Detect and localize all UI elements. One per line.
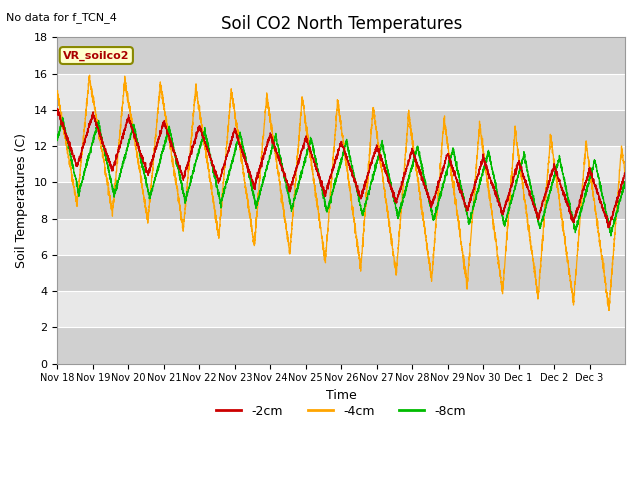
Bar [58, 255, 625, 291]
Legend: -2cm, -4cm, -8cm: -2cm, -4cm, -8cm [211, 400, 471, 423]
Line: -4cm: -4cm [58, 75, 640, 318]
-2cm [284, 183, 292, 189]
-8cm [54, 138, 61, 144]
-8cm [550, 179, 557, 185]
-8cm [163, 132, 171, 137]
-8cm [415, 151, 423, 156]
Bar [58, 219, 625, 255]
-2cm [415, 170, 423, 176]
Y-axis label: Soil Temperatures (C): Soil Temperatures (C) [15, 133, 28, 268]
Line: -8cm: -8cm [58, 117, 640, 237]
Bar [58, 37, 625, 73]
-2cm [163, 128, 171, 133]
-4cm [284, 236, 292, 242]
-8cm [284, 189, 292, 194]
-2cm [54, 108, 61, 114]
Line: -2cm: -2cm [58, 109, 640, 230]
Title: Soil CO2 North Temperatures: Soil CO2 North Temperatures [221, 15, 462, 33]
-4cm [446, 151, 454, 156]
Bar [58, 73, 625, 110]
Bar [58, 110, 625, 146]
-8cm [59, 114, 67, 120]
-2cm [504, 196, 511, 202]
Bar [58, 291, 625, 327]
Text: No data for f_TCN_4: No data for f_TCN_4 [6, 12, 117, 23]
-8cm [446, 156, 454, 161]
-4cm [415, 184, 423, 190]
-4cm [163, 124, 171, 130]
-8cm [504, 210, 511, 216]
-4cm [54, 90, 61, 96]
Bar [58, 146, 625, 182]
-2cm [446, 159, 454, 165]
Bar [58, 327, 625, 364]
X-axis label: Time: Time [326, 389, 356, 402]
-2cm [550, 166, 557, 171]
Bar [58, 182, 625, 219]
-2cm [54, 106, 61, 112]
-4cm [504, 226, 511, 231]
-4cm [550, 152, 557, 158]
Text: VR_soilco2: VR_soilco2 [63, 50, 129, 60]
-4cm [86, 72, 93, 78]
